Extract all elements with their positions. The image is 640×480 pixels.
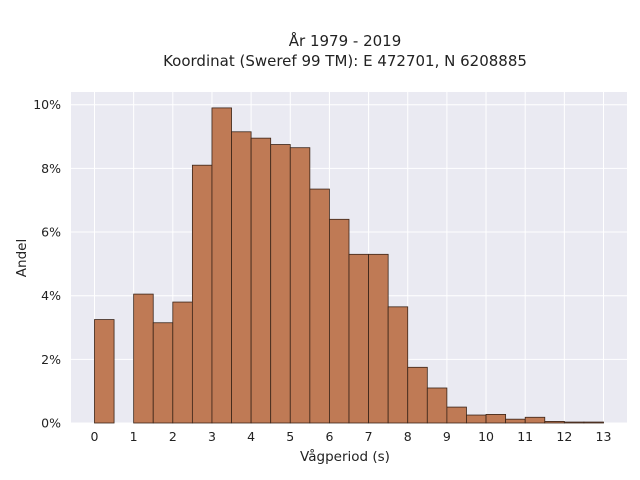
x-axis-ticks: 0 1 2 3 4 5 6 7 8 9 10 11 12 13 bbox=[91, 429, 612, 444]
histogram-bar bbox=[270, 144, 291, 424]
x-tick-label: 4 bbox=[247, 429, 255, 444]
bars bbox=[94, 107, 604, 424]
x-tick-label: 5 bbox=[286, 429, 294, 444]
histogram-bar bbox=[329, 218, 350, 424]
x-tick-label: 12 bbox=[556, 429, 572, 444]
histogram-bar bbox=[231, 131, 252, 424]
x-tick-label: 11 bbox=[517, 429, 533, 444]
histogram-bar bbox=[524, 416, 546, 424]
x-tick-label: 2 bbox=[169, 429, 177, 444]
histogram-bar bbox=[250, 137, 272, 424]
y-tick-label: 4% bbox=[41, 288, 61, 303]
histogram-bar bbox=[583, 421, 604, 424]
x-tick-label: 0 bbox=[91, 429, 99, 444]
histogram-bar bbox=[348, 253, 369, 424]
y-tick-label: 10% bbox=[33, 97, 61, 112]
histogram-bar bbox=[563, 421, 585, 424]
histogram-bar bbox=[426, 387, 448, 424]
histogram-bar bbox=[133, 293, 154, 424]
histogram-bar bbox=[407, 366, 428, 424]
x-tick-label: 7 bbox=[365, 429, 373, 444]
x-tick-label: 10 bbox=[478, 429, 494, 444]
histogram-bar bbox=[191, 164, 213, 424]
x-tick-label: 8 bbox=[404, 429, 412, 444]
histogram-bar bbox=[544, 421, 565, 424]
y-axis-label: Andel bbox=[14, 239, 30, 277]
histogram-bar bbox=[289, 147, 311, 424]
y-tick-label: 2% bbox=[41, 352, 61, 367]
histogram-bar bbox=[211, 107, 232, 424]
y-tick-label: 8% bbox=[41, 161, 61, 176]
histogram-bar bbox=[368, 253, 389, 424]
histogram-bar bbox=[505, 418, 526, 424]
histogram-bar bbox=[485, 414, 507, 424]
x-tick-label: 1 bbox=[130, 429, 138, 444]
histogram-bar bbox=[446, 406, 467, 424]
x-tick-label: 9 bbox=[443, 429, 451, 444]
x-tick-label: 6 bbox=[325, 429, 333, 444]
x-tick-label: 13 bbox=[596, 429, 612, 444]
histogram-bar bbox=[466, 414, 487, 424]
histogram-bar bbox=[172, 301, 193, 424]
y-tick-label: 6% bbox=[41, 225, 61, 240]
histogram-bar bbox=[309, 188, 330, 424]
histogram-bar bbox=[94, 319, 115, 424]
y-axis-ticks: 0% 2% 4% 6% 8% 10% bbox=[33, 97, 61, 430]
x-tick-label: 3 bbox=[208, 429, 216, 444]
histogram-bar bbox=[152, 322, 174, 424]
histogram-bar bbox=[387, 306, 409, 424]
x-axis-label: Vågperiod (s) bbox=[300, 448, 390, 465]
y-tick-label: 0% bbox=[41, 416, 61, 431]
chart-subtitle: Koordinat (Sweref 99 TM): E 472701, N 62… bbox=[163, 52, 527, 70]
chart-title: År 1979 - 2019 bbox=[289, 31, 402, 50]
